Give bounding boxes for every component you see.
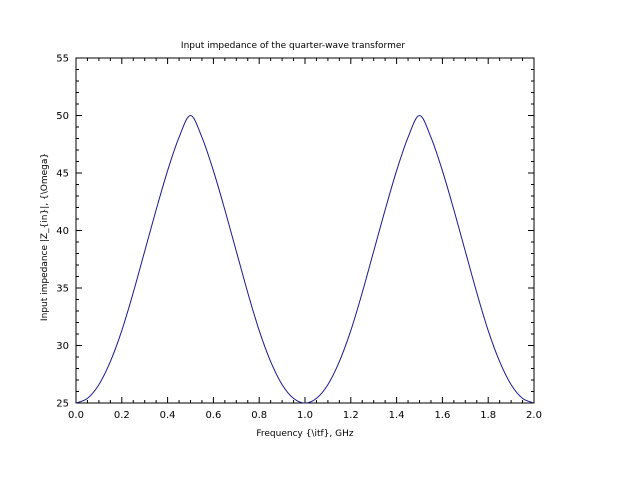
x-tick-label: 0.8 xyxy=(251,410,267,421)
y-tick-label: 35 xyxy=(56,284,69,295)
x-tick-label: 0.4 xyxy=(160,410,176,421)
x-tick-label: 1.2 xyxy=(343,410,359,421)
x-axis: 0.0 0.2 0.4 0.6 0.8 1.0 1.2 1.4 1.6 1.8 2.0 xyxy=(68,58,542,421)
x-tick-label: 1.0 xyxy=(297,410,313,421)
y-tick-label: 30 xyxy=(56,341,69,352)
y-tick-label: 55 xyxy=(56,54,69,65)
y-tick-label: 25 xyxy=(56,399,69,410)
y-tick-label: 40 xyxy=(56,226,69,237)
y-tick-label: 45 xyxy=(56,169,69,180)
chart-title: Input impedance of the quarter-wave tran… xyxy=(181,41,405,51)
x-tick-label: 1.4 xyxy=(389,410,405,421)
x-tick-label: 0.6 xyxy=(205,410,221,421)
x-axis-label: Frequency {\itf}, GHz xyxy=(256,429,354,439)
impedance-line xyxy=(75,114,535,404)
y-tick-label: 50 xyxy=(56,111,69,122)
x-tick-label: 1.6 xyxy=(434,410,450,421)
y-axis: 25 30 35 40 45 50 55 xyxy=(56,54,534,410)
x-tick-label: 0.2 xyxy=(114,410,130,421)
y-axis-label: Input impedance |Z_{in}|, {\Omega} xyxy=(40,153,50,321)
x-tick-label: 1.8 xyxy=(480,410,496,421)
x-tick-label: 2.0 xyxy=(526,410,542,421)
x-tick-label: 0.0 xyxy=(68,410,84,421)
